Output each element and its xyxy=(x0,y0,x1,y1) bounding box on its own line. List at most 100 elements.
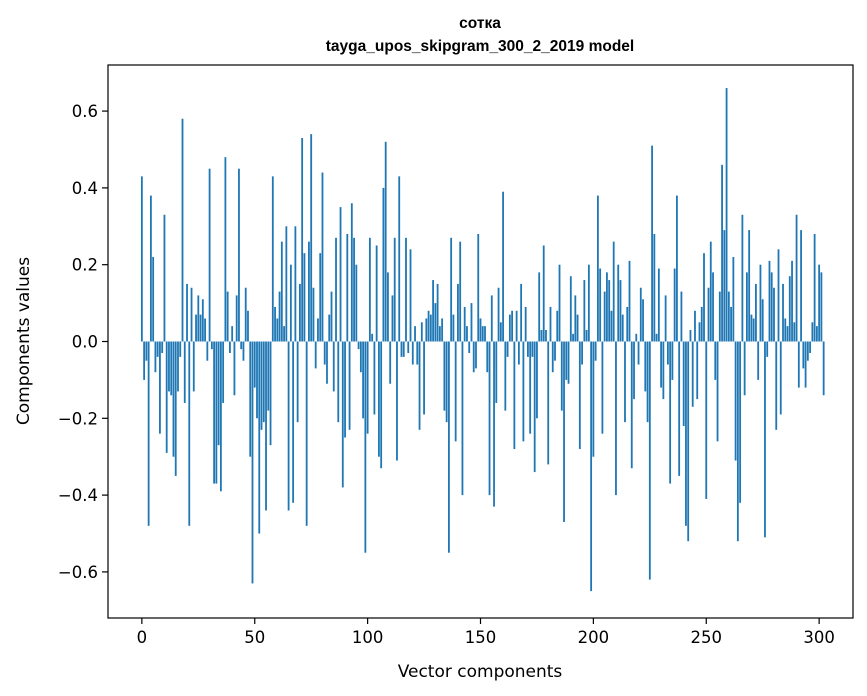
bar xyxy=(459,241,462,342)
bar xyxy=(222,341,225,403)
bar xyxy=(276,318,279,342)
bar xyxy=(213,341,216,484)
bar xyxy=(229,341,231,354)
bar xyxy=(694,310,696,342)
bar xyxy=(676,195,678,342)
bar xyxy=(615,341,617,496)
bar xyxy=(321,172,324,342)
bar xyxy=(346,233,349,342)
bar xyxy=(251,341,254,584)
bar xyxy=(319,253,322,342)
y-tick-label: 0.0 xyxy=(72,333,98,352)
bar xyxy=(486,341,489,373)
bar xyxy=(714,341,717,380)
x-tick-label: 0 xyxy=(137,628,148,647)
bar xyxy=(371,333,374,342)
bar xyxy=(610,310,613,342)
y-tick-label: −0.2 xyxy=(58,409,98,428)
bar xyxy=(662,341,665,400)
bar xyxy=(265,341,267,511)
bar xyxy=(644,341,647,392)
y-axis-label: Components values xyxy=(14,257,34,425)
bar xyxy=(527,341,529,357)
bar xyxy=(463,306,466,342)
bar xyxy=(165,341,168,453)
bar xyxy=(143,341,146,380)
bar xyxy=(745,272,748,342)
bar xyxy=(766,341,769,357)
bar xyxy=(391,295,394,342)
bar xyxy=(599,268,602,342)
bar xyxy=(206,341,209,361)
bar xyxy=(447,341,450,553)
bar xyxy=(748,230,751,342)
chart-subtitle: tayga_upos_skipgram_300_2_2019 model xyxy=(326,38,634,55)
bar xyxy=(691,341,694,407)
bar xyxy=(802,341,805,369)
bar xyxy=(504,341,507,411)
bar xyxy=(314,341,317,369)
bar xyxy=(718,291,721,342)
bar xyxy=(587,264,590,342)
bar xyxy=(502,191,504,342)
bar xyxy=(260,341,263,430)
bar xyxy=(671,341,674,380)
bar xyxy=(425,318,428,342)
bar xyxy=(226,291,229,342)
bar xyxy=(161,341,164,354)
bar xyxy=(285,226,288,342)
bar xyxy=(721,164,723,342)
bar xyxy=(411,341,414,365)
bar xyxy=(344,341,346,438)
bar xyxy=(355,264,358,342)
bar xyxy=(174,341,177,476)
bar xyxy=(567,341,570,384)
bar xyxy=(231,326,234,342)
bar xyxy=(378,341,380,457)
bar xyxy=(179,341,182,357)
bar xyxy=(531,341,534,357)
bar xyxy=(563,341,565,522)
bar xyxy=(576,314,579,342)
bar xyxy=(192,341,195,392)
bar xyxy=(294,226,297,342)
bar xyxy=(258,341,261,534)
bar xyxy=(606,272,608,342)
bar xyxy=(472,341,475,373)
bar xyxy=(533,341,536,473)
bar xyxy=(389,341,392,384)
bar xyxy=(217,341,220,446)
bar xyxy=(434,303,437,342)
bar xyxy=(651,145,653,342)
bar xyxy=(698,322,701,342)
bar xyxy=(481,326,484,342)
bar xyxy=(301,137,304,342)
bar xyxy=(642,299,644,342)
bar xyxy=(786,326,789,342)
bar xyxy=(520,283,523,342)
bar xyxy=(759,264,762,342)
bar xyxy=(750,314,753,342)
bar xyxy=(773,287,775,342)
bar xyxy=(815,326,818,342)
bar xyxy=(479,318,482,342)
bar xyxy=(461,341,464,496)
bar xyxy=(436,283,439,342)
bar xyxy=(238,168,240,342)
bar xyxy=(495,341,498,403)
x-axis: 0 50 100 150 200 250 300 xyxy=(137,618,835,647)
bar xyxy=(612,241,615,342)
bar xyxy=(443,341,446,411)
bar xyxy=(308,241,310,342)
bar xyxy=(280,241,283,342)
bar xyxy=(705,341,708,499)
bar xyxy=(822,341,825,396)
bar xyxy=(348,341,351,430)
bar xyxy=(373,341,376,415)
bar xyxy=(596,195,599,342)
bar xyxy=(416,341,419,365)
bar xyxy=(296,341,299,423)
x-tick-label: 50 xyxy=(244,628,265,647)
bar xyxy=(551,341,554,373)
